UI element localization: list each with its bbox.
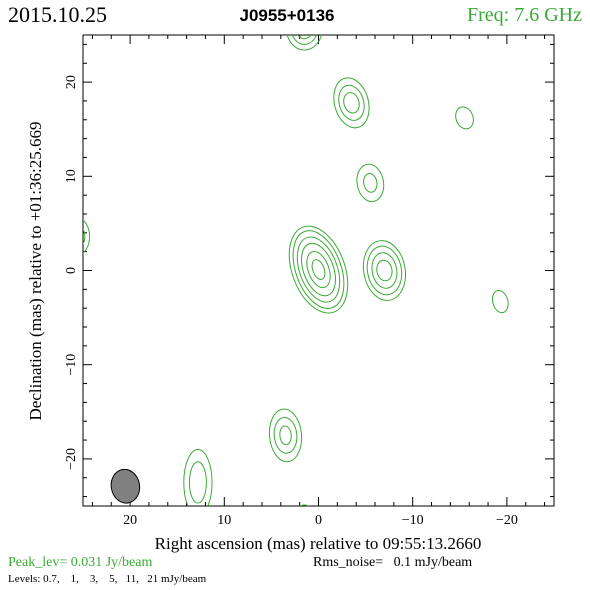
x-tick-label: 10 xyxy=(217,513,231,528)
x-ticks: 20 10 0 −10 −20 xyxy=(91,35,546,528)
contour-line xyxy=(288,225,349,314)
x-axis-label: Right ascension (mas) relative to 09:55:… xyxy=(155,534,482,553)
plot-frame xyxy=(82,34,555,507)
contour-line xyxy=(297,35,312,40)
y-axis-label: Declination (mas) relative to +01:36:25.… xyxy=(26,122,45,421)
contour-layer xyxy=(83,35,509,506)
source-name: J0955+0136 xyxy=(239,6,334,25)
contour-line xyxy=(292,230,345,309)
y-tick-label: −20 xyxy=(64,448,79,470)
y-tick-label: −10 xyxy=(64,354,79,376)
contour-line xyxy=(301,242,336,297)
x-tick-label: −20 xyxy=(496,513,518,528)
contour-line xyxy=(298,504,310,506)
contour-line xyxy=(291,35,317,45)
contour-line xyxy=(306,251,331,289)
contour-line xyxy=(371,252,398,289)
contour-line xyxy=(273,416,298,454)
contour-line xyxy=(376,259,393,282)
peak-level: Peak_lev= 0.031 Jy/beam xyxy=(8,555,152,570)
frequency-label: Freq: 7.6 GHz xyxy=(467,4,582,26)
contour-line xyxy=(188,461,207,504)
contour-line xyxy=(491,289,509,314)
contour-line xyxy=(311,259,326,280)
y-tick-label: 20 xyxy=(64,75,79,89)
contour-line xyxy=(83,228,86,245)
beam-ellipse xyxy=(110,468,141,504)
contour-line xyxy=(363,173,378,193)
contour-line xyxy=(338,84,365,121)
contour-line xyxy=(455,106,474,130)
x-tick-label: −10 xyxy=(402,513,424,528)
y-ticks: 20 10 0 −10 −20 xyxy=(64,43,554,498)
contour-line xyxy=(296,236,341,303)
contour-line xyxy=(343,92,360,114)
y-tick-label: 0 xyxy=(64,267,79,274)
rms-noise: Rms_noise= 0.1 mJy/beam xyxy=(313,555,472,570)
contour-line xyxy=(286,35,322,51)
y-tick-label: 10 xyxy=(64,169,79,183)
contour-line xyxy=(356,163,385,203)
contour-line xyxy=(366,245,403,296)
contour-line xyxy=(83,219,91,254)
x-tick-label: 20 xyxy=(123,513,137,528)
contour-line xyxy=(279,425,292,446)
contour-line xyxy=(333,77,370,129)
contour-line xyxy=(362,240,407,301)
contour-line xyxy=(268,408,303,463)
contour-levels: Levels: 0.7, 1, 3, 5, 11, 21 mJy/beam xyxy=(8,573,207,585)
contour-line xyxy=(183,448,213,506)
x-tick-label: 0 xyxy=(315,513,322,528)
observation-date: 2015.10.25 xyxy=(8,2,107,27)
